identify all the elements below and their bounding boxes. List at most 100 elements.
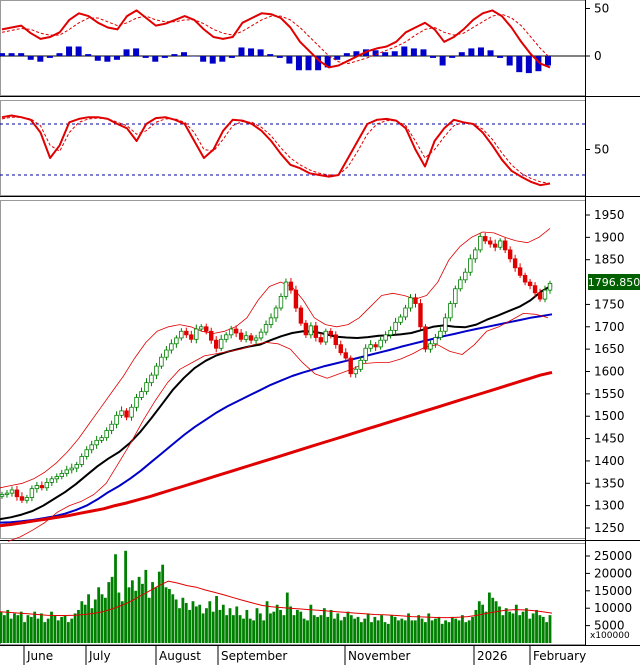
price-panel [0,200,586,539]
volume-bar [157,571,161,643]
candle-body [373,344,378,348]
candle-body [243,335,249,340]
volume-bar [343,616,346,643]
candle-body [532,285,538,294]
candle-body [74,464,79,469]
volume-bar [501,615,505,643]
volume-bar [134,590,138,643]
macd-histogram-bar [248,48,255,56]
macd-histogram-bar [181,52,187,56]
candle-body [149,374,154,384]
volume-bar [26,615,30,643]
volume-bar [201,613,205,643]
volume-bar [130,580,134,643]
candle-body [204,326,209,332]
volume-bar [366,613,370,643]
volume-bar [161,564,165,643]
volume-tick-5000: 5000 [594,619,625,633]
volume-bar [504,608,508,643]
macd-histogram-bar [56,53,63,56]
volume-bar [198,604,202,643]
volume-bar [87,594,90,643]
volume-bar [434,618,437,643]
macd-histogram-bar [0,53,5,56]
volume-layer [0,550,553,643]
candle-body [468,258,473,273]
volume-bar [444,620,447,643]
candle-body [253,337,259,341]
volume-bar [265,601,269,643]
candle-body [94,439,99,446]
volume-bar [386,623,390,643]
volume-bar [83,604,87,643]
volume-bar [215,596,218,643]
volume-unit-label: x100000 [590,631,630,641]
volume-bar [531,613,535,643]
candle-body [308,325,314,336]
volume-bar [43,622,47,643]
macd-histogram-bar [209,56,216,64]
volume-bar [225,615,229,643]
volume-bar [205,608,208,643]
volume-bar [77,609,80,643]
volume-bar [370,622,373,643]
volume-bar [373,616,377,643]
macd-histogram-bar [286,56,293,64]
candle-body [328,330,333,336]
volume-bar [477,601,481,643]
volume-bar [430,620,434,643]
volume-bar [487,592,491,643]
stoch-k-line [1,114,551,187]
macd-histogram-bar [257,49,264,56]
candle-body [114,414,119,425]
volume-bar [114,554,117,643]
candle-body [214,339,219,349]
volume-bar [188,609,192,643]
x-tick-label: November [348,649,410,663]
volume-bar [474,609,478,643]
candle-body [443,317,448,332]
volume-bar [306,620,309,643]
candle-body [473,249,478,260]
volume-bar [397,620,400,643]
price-tick-1650: 1650 [594,342,625,356]
volume-bar [191,601,195,643]
volume-bar [6,609,10,643]
macd-histogram-bar [372,50,379,56]
volume-bar [437,616,441,643]
candle-body [99,437,104,441]
macd-histogram-bar [85,54,92,56]
volume-bar [235,606,239,643]
macd-histogram-bar [27,56,34,60]
price-tick-1600: 1600 [594,365,625,379]
volume-bar [484,611,488,643]
candle-body [169,343,174,351]
volume-bar [525,608,528,643]
volume-bar [248,618,252,643]
macd-histogram-bar [295,56,302,71]
candle-body [228,328,234,336]
volume-bar [380,615,383,643]
macd-histogram-bar [506,56,513,66]
candle-body [343,352,348,359]
volume-bar [269,613,272,643]
price-line-bb-lower [7,312,549,542]
last-price-badge: 1796.850 [588,274,640,290]
candle-body [258,331,264,339]
volume-bar [178,608,181,643]
volume-bar [16,615,20,643]
volume-bar [80,601,84,643]
macd-histogram-bar [133,48,140,56]
macd-histogram-bar [401,46,408,56]
volume-bar [117,592,121,643]
candle-body [517,267,523,276]
volume-ma-line [0,580,553,619]
macd-histogram-bar [305,56,312,71]
macd-histogram-bar [113,56,120,60]
volume-bar [508,611,511,643]
volume-bar [144,569,148,643]
volume-bar [221,604,225,643]
candle-body [463,271,468,281]
volume-bar [548,615,552,643]
volume-bar [309,604,313,643]
